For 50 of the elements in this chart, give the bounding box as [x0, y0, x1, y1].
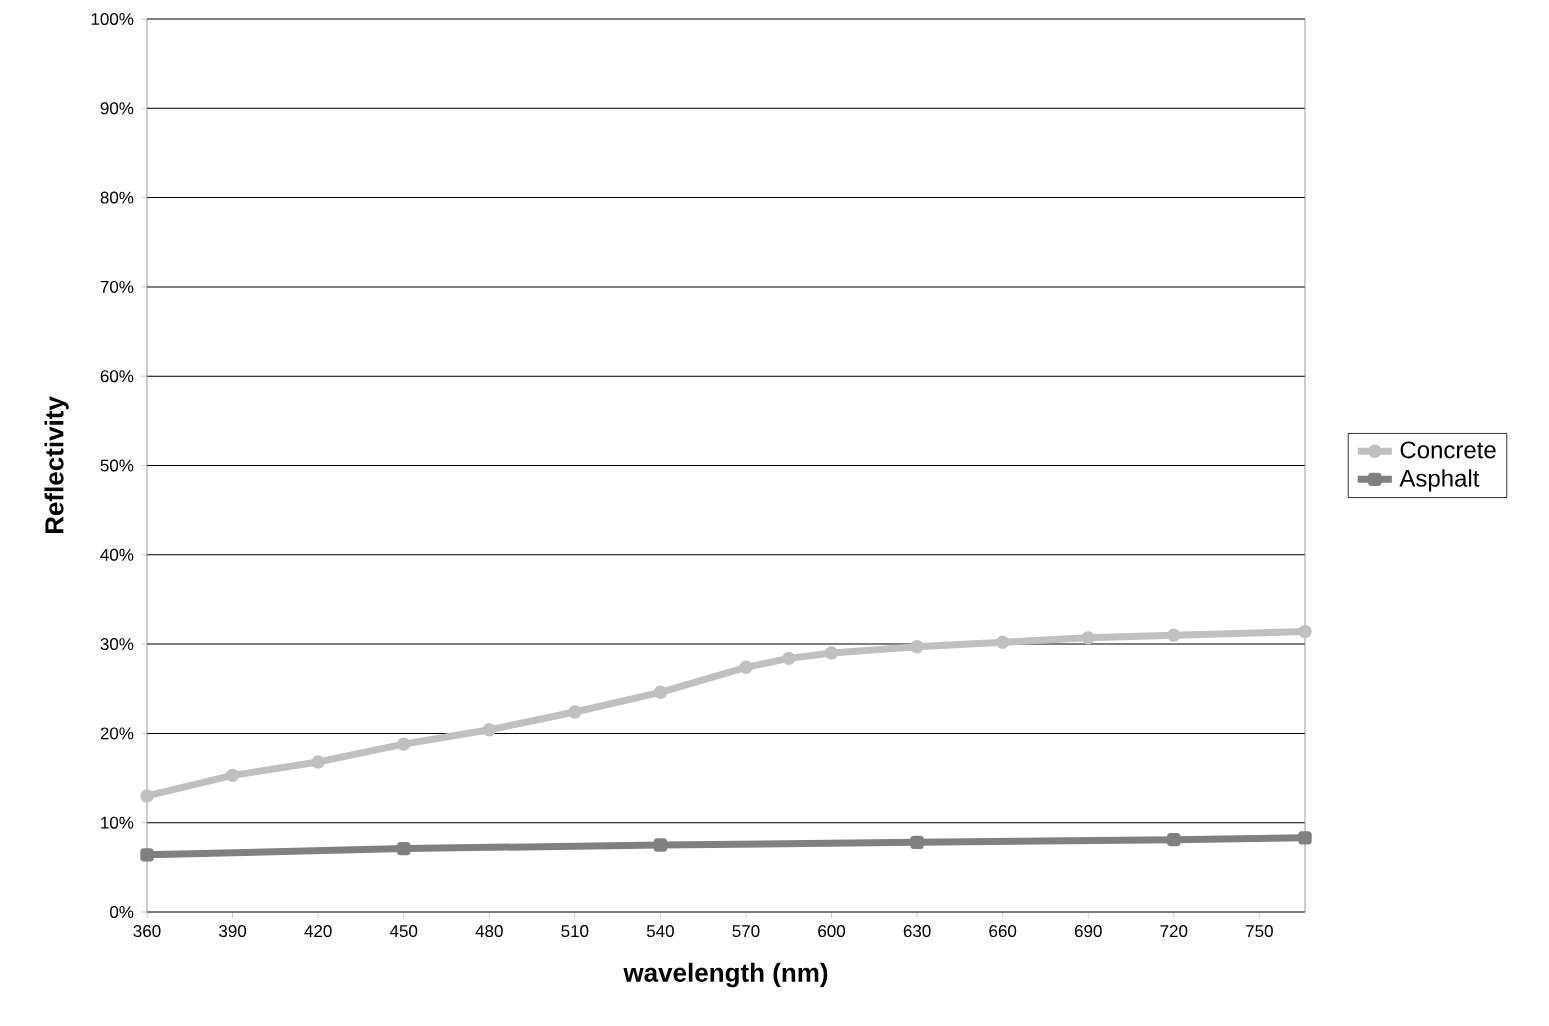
point — [140, 789, 154, 803]
point — [397, 737, 411, 751]
point — [225, 768, 240, 783]
x-axis-title: wavelength (nm) — [623, 962, 828, 988]
point — [739, 660, 753, 675]
y-tick-label: 30% — [100, 638, 134, 651]
x-tick-label: 510 — [561, 925, 589, 938]
x-tick-label: 390 — [219, 925, 247, 938]
x-tick-label: 630 — [903, 925, 931, 938]
y-tick-label: 50% — [100, 459, 134, 472]
x-tick-label: 450 — [389, 925, 418, 938]
y-tick-label: 60% — [100, 370, 134, 383]
x-tick-label: 660 — [989, 925, 1017, 938]
point — [824, 646, 839, 660]
point — [995, 635, 1010, 649]
legend-label: Concrete — [1400, 441, 1496, 459]
x-tick-label: 420 — [304, 925, 332, 938]
point — [1167, 628, 1181, 642]
x-tick-label: 540 — [646, 925, 674, 938]
x-tick-label: 690 — [1074, 925, 1102, 938]
point — [140, 848, 154, 862]
y-tick-label: 40% — [100, 548, 134, 561]
x-tick-label: 360 — [133, 925, 161, 938]
y-tick-label: 70% — [100, 280, 134, 293]
point — [1081, 631, 1095, 645]
point — [1298, 624, 1312, 639]
y-tick-label: 80% — [100, 191, 134, 204]
point — [910, 640, 924, 654]
x-tick-label: 720 — [1160, 925, 1188, 938]
point — [311, 755, 325, 769]
point — [910, 835, 924, 850]
x-tick-label: 480 — [475, 925, 503, 938]
y-axis-title: Reflectivity — [44, 396, 69, 534]
point — [482, 723, 496, 737]
y-tick-label: 100% — [91, 12, 134, 25]
x-tick-label: 570 — [732, 925, 760, 938]
point — [397, 841, 411, 856]
point — [653, 685, 668, 700]
point — [653, 838, 668, 852]
y-tick-label: 10% — [101, 816, 134, 829]
x-tick-label: 600 — [818, 925, 846, 938]
point — [782, 651, 796, 666]
point — [1298, 831, 1312, 845]
point — [1167, 832, 1181, 847]
legend-label: Asphalt — [1399, 469, 1480, 492]
x-tick-label: 750 — [1246, 925, 1273, 938]
y-tick-label: 0% — [110, 905, 134, 918]
point — [568, 705, 582, 719]
y-tick-label: 90% — [100, 102, 134, 115]
y-tick-label: 20% — [100, 727, 134, 740]
